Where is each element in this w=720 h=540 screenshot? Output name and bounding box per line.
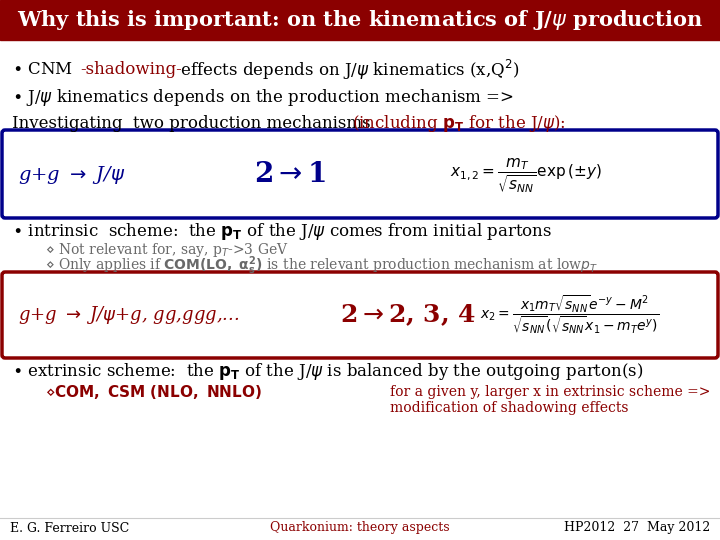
Text: effects depends on J/$\psi$ kinematics (x,Q$^2$): effects depends on J/$\psi$ kinematics (… xyxy=(175,58,519,82)
Text: $\diamond$$\mathbf{COM,\ CSM\ (NLO,\ NNLO)}$: $\diamond$$\mathbf{COM,\ CSM\ (NLO,\ NNL… xyxy=(45,383,262,401)
Text: Investigating  two production mechanisms: Investigating two production mechanisms xyxy=(12,116,376,132)
Text: g+g $\rightarrow$ J/$\psi$+g, gg,ggg,...: g+g $\rightarrow$ J/$\psi$+g, gg,ggg,... xyxy=(18,304,240,326)
Text: E. G. Ferreiro USC: E. G. Ferreiro USC xyxy=(10,522,130,535)
Text: g+g $\rightarrow$ J/$\psi$: g+g $\rightarrow$ J/$\psi$ xyxy=(18,164,125,186)
Text: $x_2 = \dfrac{x_1 m_T \sqrt{s_{NN}} e^{-y} - M^2}{\sqrt{s_{NN}}(\sqrt{s_{NN}} x_: $x_2 = \dfrac{x_1 m_T \sqrt{s_{NN}} e^{-… xyxy=(480,294,660,336)
FancyBboxPatch shape xyxy=(0,0,720,40)
Text: for a given y, larger x in extrinsic scheme =>: for a given y, larger x in extrinsic sch… xyxy=(390,385,711,399)
Text: $\bullet$ J/$\psi$ kinematics depends on the production mechanism =>: $\bullet$ J/$\psi$ kinematics depends on… xyxy=(12,86,514,107)
Text: $\bullet$ intrinsic  scheme:  the $\mathbf{p_T}$ of the J/$\psi$ comes from init: $\bullet$ intrinsic scheme: the $\mathbf… xyxy=(12,221,552,242)
Text: $x_{1,2} = \dfrac{m_T}{\sqrt{s_{NN}}} \exp\left(\pm y\right)$: $x_{1,2} = \dfrac{m_T}{\sqrt{s_{NN}}} \e… xyxy=(450,156,602,194)
Text: $\bullet$ extrinsic scheme:  the $\mathbf{p_T}$ of the J/$\psi$ is balanced by t: $\bullet$ extrinsic scheme: the $\mathbf… xyxy=(12,361,644,382)
Text: $\diamond$ Only applies if $\mathbf{COM(LO,\ \alpha_s^2)}$ is the relevant produ: $\diamond$ Only applies if $\mathbf{COM(… xyxy=(45,255,598,278)
Text: -shadowing-: -shadowing- xyxy=(80,62,181,78)
FancyBboxPatch shape xyxy=(2,130,718,218)
Text: Why this is important: on the kinematics of J/$\psi$ production: Why this is important: on the kinematics… xyxy=(17,8,703,32)
Text: Quarkonium: theory aspects: Quarkonium: theory aspects xyxy=(270,522,450,535)
Text: (including $\mathbf{p_T}$ for the J/$\psi$):: (including $\mathbf{p_T}$ for the J/$\ps… xyxy=(352,113,566,134)
FancyBboxPatch shape xyxy=(2,272,718,358)
Text: $\diamond$ Not relevant for, say, p$_T$->3 GeV: $\diamond$ Not relevant for, say, p$_T$-… xyxy=(45,241,289,259)
Text: 2$\rightarrow$2, 3, 4: 2$\rightarrow$2, 3, 4 xyxy=(340,302,476,328)
Text: $\bullet$ CNM: $\bullet$ CNM xyxy=(12,62,79,78)
Text: HP2012  27  May 2012: HP2012 27 May 2012 xyxy=(564,522,710,535)
Text: 2$\rightarrow$1: 2$\rightarrow$1 xyxy=(254,161,326,188)
Text: modification of shadowing effects: modification of shadowing effects xyxy=(390,401,629,415)
